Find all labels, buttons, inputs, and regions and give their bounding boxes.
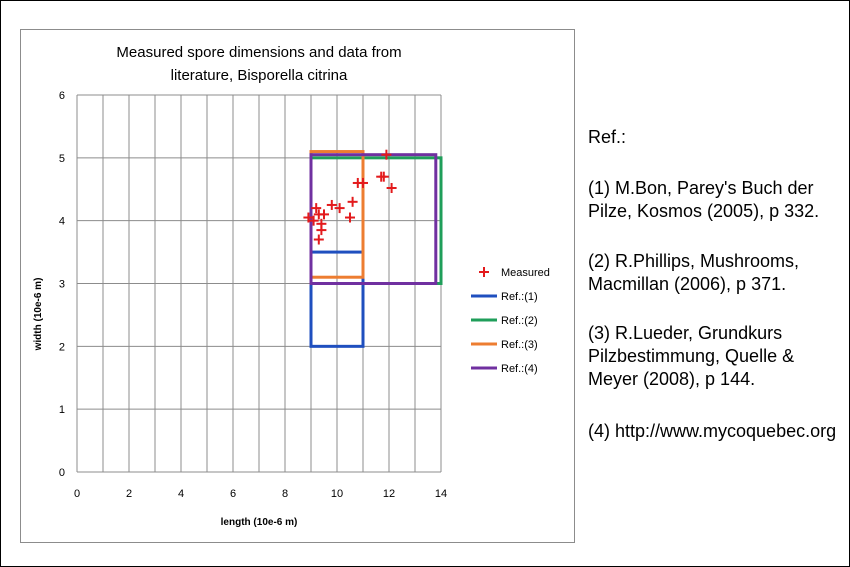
chart-area: 0 2 4 6 8 10 12 14 0 1 2 3 4 5 6 Measured spore dimens… [20,29,575,543]
x-tick-label: 14 [435,488,447,500]
measured-point [347,196,358,207]
y-tick-label: 4 [59,216,65,228]
range-box-ref-4 [309,153,438,285]
measured-point [358,177,368,188]
reference-1: (1) M.Bon, Parey's Buch der Pilze, Kosmo… [588,177,819,223]
reference-1-line-2: Pilze, Kosmos (2005), p 332. [588,201,820,221]
measured-point [311,203,322,214]
x-tick-label: 10 [331,488,343,500]
reference-3-line-2: Pilzbestimmung, Quelle & [588,346,795,366]
y-axis-label: width (10e-6 m) [33,278,44,352]
y-tick-label: 1 [59,404,65,416]
reference-4: (4) http://www.mycoquebec.org [588,420,836,443]
x-tick-label: 8 [282,488,288,500]
measured-point [334,203,345,214]
reference-2-line-1: (2) R.Phillips, Mushrooms, [588,251,800,271]
measured-point [308,215,319,226]
y-tick-label: 2 [59,341,65,353]
legend-entry: Ref.:(3) [471,339,538,351]
reference-2: (2) R.Phillips, Mushrooms, Macmillan (20… [588,250,799,296]
reference-3: (3) R.Lueder, Grundkurs Pilzbestimmung, … [588,322,794,391]
measured-point [313,234,324,245]
measured-point [316,218,327,229]
reference-1-line-1: (1) M.Bon, Parey's Buch der [588,178,814,198]
range-box-ref-1 [309,250,365,348]
x-tick-label: 6 [230,488,236,500]
references-heading-text: Ref.: [588,127,627,147]
legend-entry: Measured [479,267,550,279]
measured-point [319,209,329,220]
measured-point [345,212,355,223]
y-tick-label: 6 [59,90,65,102]
x-tick-label: 4 [178,488,184,500]
legend: Measured Ref.:(1) Ref.:(2) Ref.:(3) Ref.:(4) [471,267,550,375]
measured-point [303,212,314,223]
y-tick-label: 3 [59,279,65,291]
x-axis-label: length (10e-6 m) [221,517,298,528]
chart-title-line-2: literature, Bisporella citrina [171,67,348,84]
legend-entry: Ref.:(2) [471,315,538,327]
x-tick-label: 2 [126,488,132,500]
legend-label: Ref.:(4) [501,363,538,375]
references-heading: Ref.: [588,126,626,149]
reference-4-line-1: (4) http://www.mycoquebec.org [588,421,837,441]
x-tick-label: 0 [74,488,80,500]
legend-label: Ref.:(2) [501,315,538,327]
measured-point [381,149,392,160]
legend-entry: Ref.:(1) [471,291,538,303]
legend-label: Ref.:(3) [501,339,538,351]
legend-label: Ref.:(1) [501,291,538,303]
series-layer [303,149,443,348]
y-tick-label: 5 [59,153,65,165]
x-tick-label: 12 [383,488,395,500]
measured-point [386,182,397,193]
measured-point [326,199,337,210]
reference-3-line-1: (3) R.Lueder, Grundkurs [588,323,783,343]
legend-entry: Ref.:(4) [471,363,538,375]
legend-label: Measured [501,267,550,279]
reference-2-line-2: Macmillan (2006), p 371. [588,274,787,294]
chart-title-line-1: Measured spore dimensions and data from [116,44,401,61]
measured-point [378,171,389,182]
y-tick-label: 0 [59,467,65,479]
reference-3-line-3: Meyer (2008), p 144. [588,369,756,389]
